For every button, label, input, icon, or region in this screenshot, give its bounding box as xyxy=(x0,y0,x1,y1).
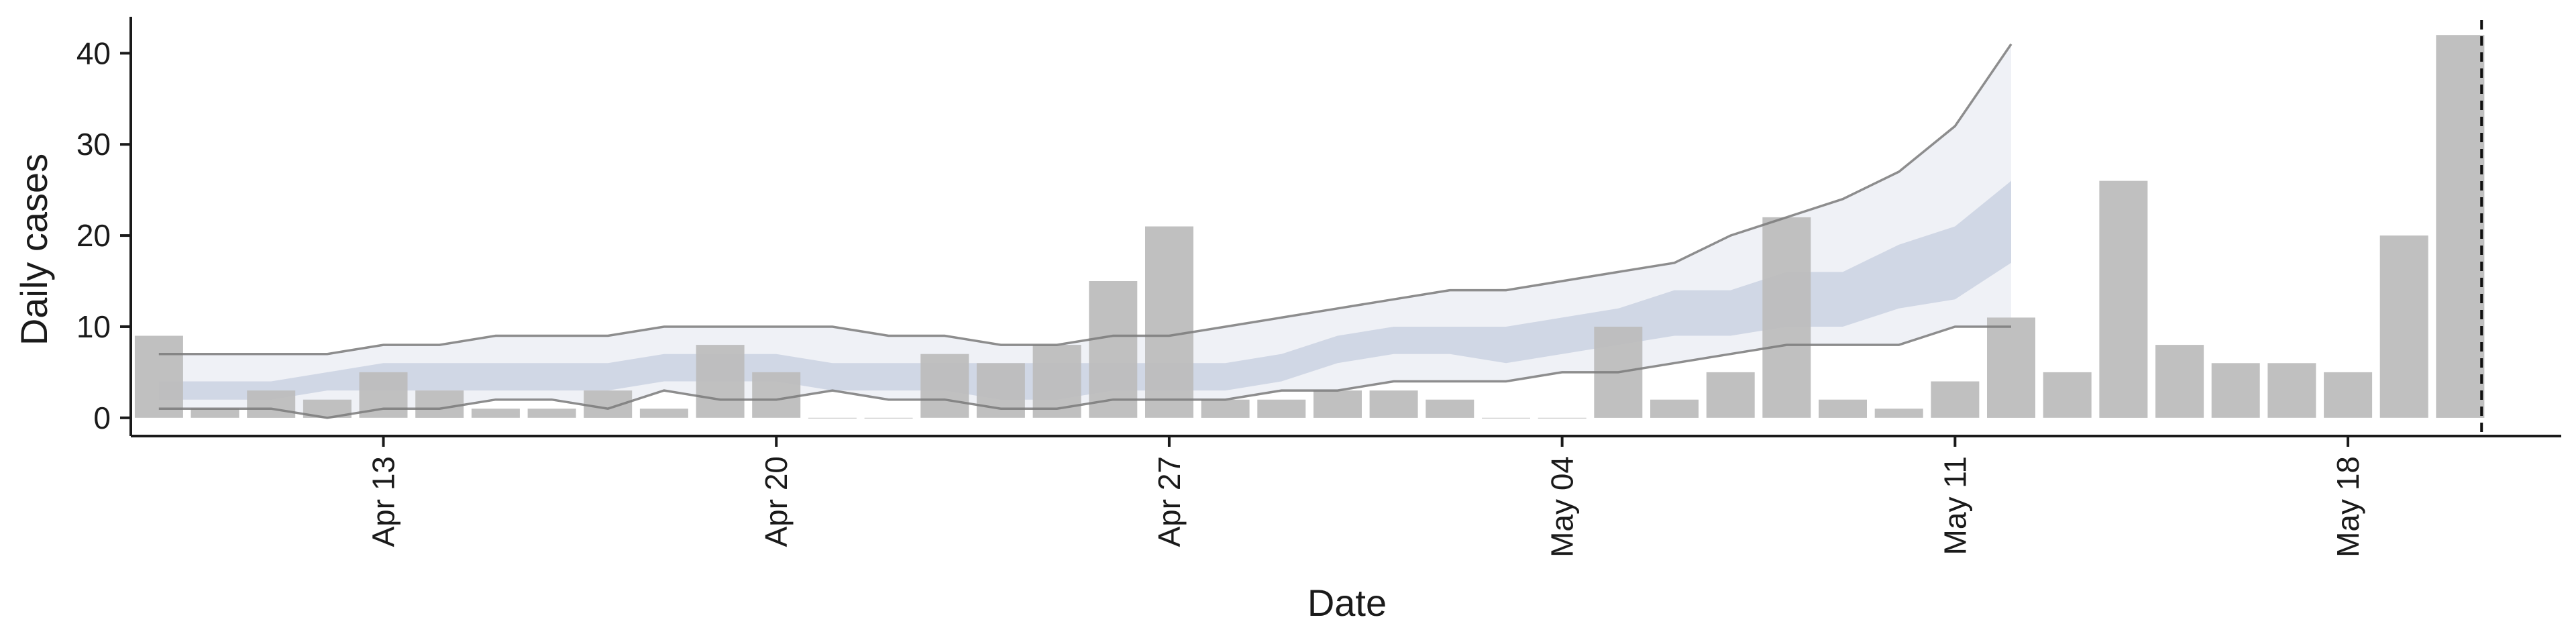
y-tick-label: 0 xyxy=(93,400,111,435)
observed-bar xyxy=(1762,217,1811,418)
observed-bar xyxy=(1089,281,1138,418)
y-tick-label: 30 xyxy=(76,127,111,162)
observed-bar xyxy=(2324,372,2373,418)
x-tick-label: Apr 13 xyxy=(366,456,401,547)
observed-bar xyxy=(2043,372,2092,418)
observed-bar xyxy=(2436,35,2485,418)
y-tick-label: 10 xyxy=(76,309,111,344)
observed-bar xyxy=(2155,345,2204,418)
observed-bar xyxy=(2211,363,2260,418)
observed-bar xyxy=(471,409,520,418)
observed-bar xyxy=(864,417,913,419)
lower-interval-line xyxy=(158,325,2011,419)
observed-bar xyxy=(639,409,688,418)
observed-bar xyxy=(1538,417,1587,419)
observed-bar xyxy=(1650,399,1699,418)
x-tick-label: May 11 xyxy=(1937,456,1972,555)
observed-bar xyxy=(1987,317,2035,418)
forecast-interval-lines xyxy=(158,43,2012,419)
observed-bar xyxy=(1145,226,1193,418)
observed-bars xyxy=(134,35,2485,419)
observed-bar xyxy=(134,335,183,418)
observed-bar xyxy=(247,390,296,418)
x-tick-label: Apr 20 xyxy=(759,456,794,547)
observed-bar xyxy=(920,354,969,418)
observed-bar xyxy=(2267,363,2316,418)
observed-bar xyxy=(1369,390,1418,418)
upper-interval-line xyxy=(158,43,2012,356)
observed-bar xyxy=(2379,235,2428,418)
observed-bar xyxy=(1313,390,1362,418)
observed-bar xyxy=(1201,399,1250,418)
observed-bar xyxy=(191,409,239,418)
observed-bar xyxy=(808,417,857,419)
y-axis-title: Daily cases xyxy=(13,154,55,345)
observed-bar xyxy=(415,390,464,418)
observed-bar xyxy=(1706,372,1755,418)
observed-bar xyxy=(1426,399,1474,418)
observed-bar xyxy=(2099,180,2148,418)
y-tick-label: 40 xyxy=(76,36,111,70)
observed-bar xyxy=(1874,409,1923,418)
y-tick-label: 20 xyxy=(76,218,111,253)
forecast-band-50 xyxy=(158,180,2011,400)
axes: 0 10 20 30 40 Apr 13 Apr 20 Apr 27 May 04 May 11 M… xyxy=(76,17,2561,557)
observed-bar xyxy=(527,409,576,418)
observed-bar xyxy=(696,345,745,418)
observed-bar xyxy=(1482,417,1530,419)
x-tick-label: Apr 27 xyxy=(1152,456,1187,547)
forecast-bands xyxy=(158,44,2011,418)
observed-bar xyxy=(1257,399,1306,418)
observed-bar xyxy=(1819,399,1867,418)
x-tick-label: May 18 xyxy=(2330,456,2365,557)
forecast-band-90 xyxy=(158,44,2011,418)
x-axis-title: Date xyxy=(1307,582,1387,624)
observed-bar xyxy=(752,372,801,418)
observed-bar xyxy=(1931,381,1980,418)
x-tick-label: May 04 xyxy=(1545,456,1580,557)
